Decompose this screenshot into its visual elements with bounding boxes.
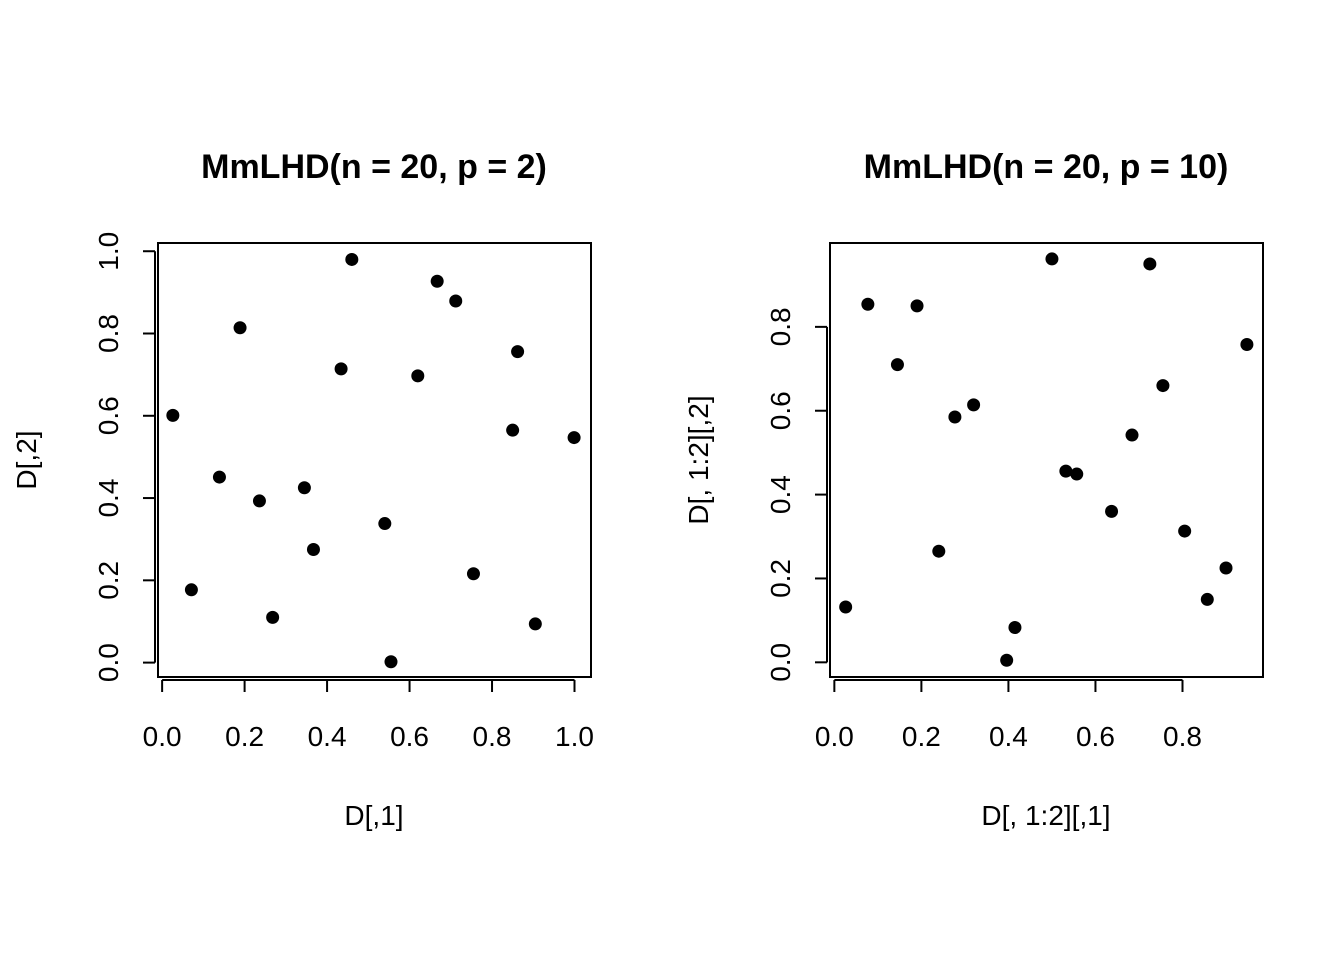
panel-2-y-axis-label: D[, 1:2][,2] <box>683 395 714 524</box>
data-point <box>1070 467 1084 481</box>
data-point <box>1219 561 1233 575</box>
data-point <box>1008 621 1022 635</box>
x-tick-label: 0.0 <box>143 721 182 752</box>
data-point <box>411 369 425 383</box>
data-point <box>839 600 853 614</box>
data-point <box>1045 252 1059 266</box>
data-point <box>266 610 280 624</box>
y-tick-label: 0.6 <box>765 391 796 430</box>
data-point <box>1156 379 1170 393</box>
data-point <box>506 423 520 437</box>
data-point <box>184 583 198 597</box>
panel-1-points <box>166 252 581 669</box>
data-point <box>1178 524 1192 538</box>
data-point <box>306 542 320 556</box>
data-point <box>948 410 962 424</box>
x-tick-label: 0.6 <box>1076 721 1115 752</box>
panel-2-x-axis: 0.0 0.2 0.4 0.6 0.8 <box>815 679 1202 752</box>
data-point <box>378 517 392 531</box>
y-tick-label: 0.8 <box>765 307 796 346</box>
y-tick-label: 0.6 <box>93 396 124 435</box>
data-point <box>1105 504 1119 518</box>
data-point <box>910 299 924 313</box>
data-point <box>334 362 348 376</box>
data-point <box>166 408 180 422</box>
data-point <box>1000 653 1014 667</box>
x-tick-label: 0.4 <box>989 721 1028 752</box>
data-point <box>1125 428 1139 442</box>
x-tick-label: 0.8 <box>1163 721 1202 752</box>
y-tick-label: 0.4 <box>765 475 796 514</box>
data-point <box>967 398 981 412</box>
panel-2-y-axis: 0.0 0.2 0.4 0.6 0.8 <box>765 307 828 682</box>
data-point <box>1200 592 1214 606</box>
y-tick-label: 0.8 <box>93 314 124 353</box>
panel-2-plot-frame <box>829 242 1264 678</box>
data-point <box>1143 257 1157 271</box>
x-tick-label: 0.2 <box>902 721 941 752</box>
data-point <box>233 321 247 335</box>
data-point <box>567 431 581 445</box>
x-tick-label: 1.0 <box>555 721 594 752</box>
y-tick-label: 0.4 <box>93 479 124 518</box>
panel-2-title: MmLHD(n = 20, p = 10) <box>864 148 1229 186</box>
panel-1-y-axis-label: D[,2] <box>11 430 42 489</box>
y-tick-label: 0.0 <box>93 643 124 682</box>
x-tick-label: 0.8 <box>473 721 512 752</box>
x-tick-label: 0.0 <box>815 721 854 752</box>
data-point <box>861 297 875 311</box>
data-point <box>890 358 904 372</box>
panel-1-x-axis: 0.0 0.2 0.4 0.6 0.8 1.0 <box>143 679 594 752</box>
x-tick-label: 0.4 <box>308 721 347 752</box>
scatter-panel-2: MmLHD(n = 20, p = 10) 0.0 0.2 0.4 0.6 0.8 0.… <box>683 148 1264 831</box>
panel-1-title: MmLHD(n = 20, p = 2) <box>201 148 547 186</box>
data-point <box>466 567 480 581</box>
data-point <box>384 655 398 669</box>
y-tick-label: 0.0 <box>765 643 796 682</box>
panel-1-y-axis: 0.0 0.2 0.4 0.6 0.8 1.0 <box>93 232 156 682</box>
y-tick-label: 1.0 <box>93 232 124 271</box>
panel-2-x-axis-label: D[, 1:2][,1] <box>981 800 1110 831</box>
data-point <box>252 494 266 508</box>
data-point <box>511 345 525 359</box>
data-point <box>1059 464 1073 478</box>
panel-1-x-axis-label: D[,1] <box>344 800 403 831</box>
data-point <box>449 294 463 308</box>
panel-1-plot-frame <box>157 242 592 678</box>
data-point <box>528 617 542 631</box>
y-tick-label: 0.2 <box>93 561 124 600</box>
data-point <box>297 481 311 495</box>
panel-2-points <box>839 252 1254 667</box>
data-point <box>1240 337 1254 351</box>
data-point <box>430 274 444 288</box>
data-point <box>932 544 946 558</box>
data-point <box>345 252 359 266</box>
data-point <box>212 470 226 484</box>
x-tick-label: 0.2 <box>225 721 264 752</box>
x-tick-label: 0.6 <box>390 721 429 752</box>
scatter-panel-1: MmLHD(n = 20, p = 2) 0.0 0.2 0.4 0.6 0.8 1.0 … <box>11 148 594 831</box>
y-tick-label: 0.2 <box>765 559 796 598</box>
